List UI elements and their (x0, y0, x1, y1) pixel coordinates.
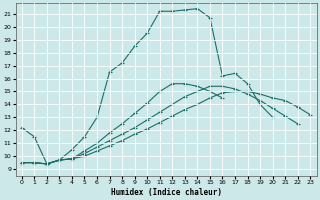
X-axis label: Humidex (Indice chaleur): Humidex (Indice chaleur) (110, 188, 221, 197)
